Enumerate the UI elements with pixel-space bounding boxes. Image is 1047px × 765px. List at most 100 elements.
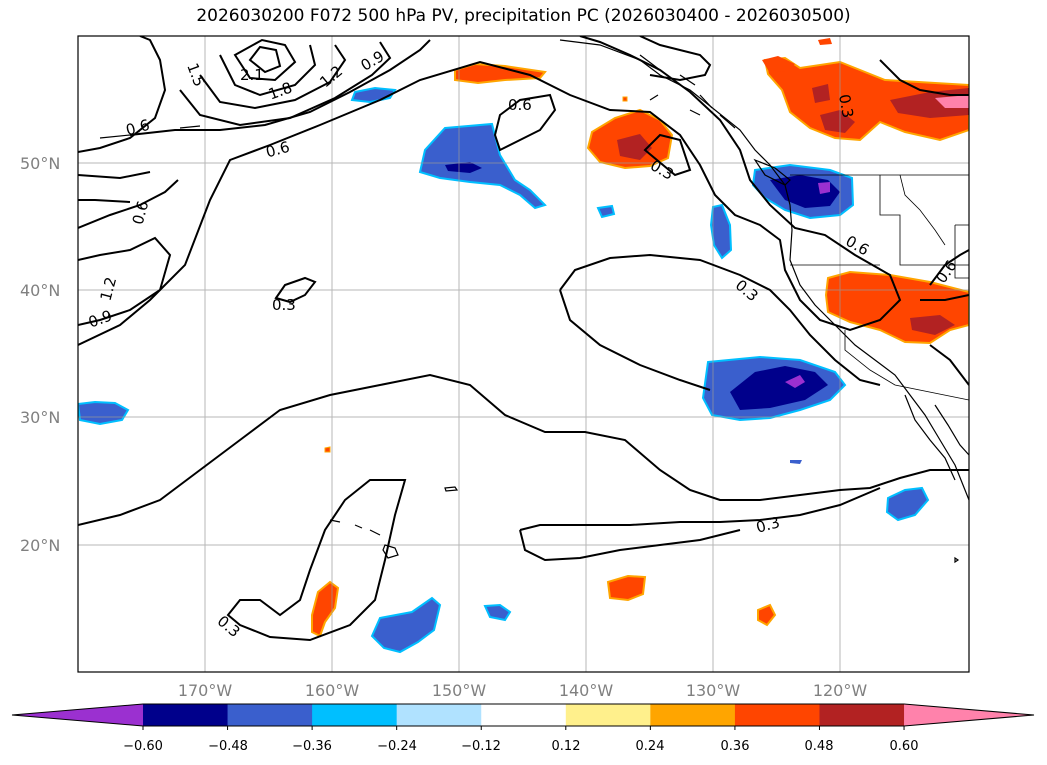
precip-blob (763, 56, 969, 142)
contour-line (78, 171, 151, 180)
pv-contours (78, 36, 969, 642)
island (444, 486, 459, 492)
contour-line (78, 373, 969, 526)
precip-blob (445, 162, 482, 173)
contour-line (129, 39, 431, 136)
lat-label: 20°N (20, 536, 60, 555)
lat-label: 30°N (20, 408, 60, 427)
precip-blob (418, 122, 547, 210)
colorbar-segment (396, 704, 482, 726)
contour-label: 0.6 (264, 138, 292, 162)
colorbar-tick-label: −0.36 (292, 739, 332, 754)
contour-line (643, 133, 692, 177)
colorbar-tick-label: −0.12 (461, 739, 501, 754)
colorbar-segment (143, 704, 229, 726)
contour-line (929, 344, 969, 386)
precip-blob (812, 84, 830, 103)
contour-label: 0.3 (272, 296, 296, 314)
contour-line (78, 36, 167, 153)
precip-blob (709, 203, 733, 260)
precip-blob (935, 95, 969, 108)
island (954, 556, 960, 564)
colorbar-segment (227, 704, 313, 726)
colorbar-segment (904, 704, 1034, 726)
colorbar-segment (565, 704, 651, 726)
contour-line (78, 36, 902, 346)
contour-line (199, 44, 347, 110)
precip-blob (596, 204, 616, 219)
colorbar-tick-label: 0.36 (721, 739, 750, 754)
colorbar-tick-label: 0.24 (636, 739, 665, 754)
lon-label: 160°W (305, 681, 360, 700)
contour-line (248, 45, 282, 74)
precip-blob (910, 315, 955, 335)
contour-line (559, 289, 711, 391)
precip-blob (617, 134, 652, 160)
gridlines (78, 36, 969, 672)
map-area: 2.1 1.8 1.5 1.2 0.9 0.6 0.6 0.6 0.6 0.6 … (78, 36, 969, 672)
precip-blob (820, 110, 855, 133)
contour-line (559, 253, 881, 386)
north-america-coast (559, 39, 969, 501)
coastlines (99, 39, 969, 564)
contour-line (929, 249, 969, 286)
contour-line (219, 44, 317, 97)
lon-label: 150°W (432, 681, 487, 700)
gulf-coast (934, 404, 969, 456)
contour-line (493, 93, 557, 152)
contour-line (274, 276, 317, 304)
precip-blob (78, 400, 130, 426)
contour-line (78, 179, 179, 229)
colorbar-tick-label: −0.48 (208, 739, 248, 754)
map-title: 2026030200 F072 500 hPa PV, precipitatio… (196, 6, 851, 26)
colorbar-tick-label: −0.24 (377, 739, 417, 754)
contour-line (519, 487, 881, 531)
colorbar (11, 703, 1035, 730)
contour-line (78, 236, 172, 326)
precip-blob (324, 446, 331, 453)
precip-blob (818, 182, 830, 194)
precip-blob (454, 62, 547, 85)
precip-positive-areas (311, 38, 969, 638)
colorbar-tick-label: 0.12 (552, 739, 581, 754)
contour-line (233, 38, 297, 82)
contour-line (78, 199, 131, 203)
precip-blob (606, 574, 647, 602)
precip-blob (622, 96, 628, 102)
precip-blob (762, 56, 795, 72)
vancouver-island (753, 158, 791, 186)
contour-line (920, 294, 969, 301)
precip-blob (885, 486, 930, 522)
colorbar-segment (481, 704, 567, 726)
contour-line (639, 36, 712, 82)
colorbar-segment (819, 704, 905, 726)
lon-label: 170°W (178, 681, 233, 700)
aleutian-coast (99, 125, 201, 139)
colorbar-tick-label: −0.60 (123, 739, 163, 754)
lon-label: 140°W (559, 681, 614, 700)
contour-label: 0.6 (129, 199, 153, 227)
contour-line (519, 529, 741, 562)
colorbar-segment (312, 704, 398, 726)
lon-label: 120°W (813, 681, 868, 700)
contour-label: 1.2 (97, 275, 121, 303)
lat-label: 50°N (20, 154, 60, 173)
political-borders (790, 174, 969, 401)
longitude-labels: 170°W 160°W 150°W 140°W 130°W 120°W (178, 681, 868, 700)
precip-blob (483, 603, 512, 622)
colorbar-segment (734, 704, 820, 726)
colorbar-tick-label: 0.60 (890, 739, 919, 754)
contour-line (226, 479, 407, 642)
precip-blob (757, 603, 777, 627)
lat-label: 40°N (20, 281, 60, 300)
hawaii-islands (329, 519, 399, 559)
precip-blob (730, 366, 828, 410)
precip-blob (785, 375, 805, 388)
colorbar-tick-label: 0.48 (805, 739, 834, 754)
colorbar-segment (650, 704, 736, 726)
colorbar-tick-labels: −0.60 −0.48 −0.36 −0.24 −0.12 0.12 0.24 … (123, 739, 918, 754)
contour-label: 0.3 (835, 93, 857, 120)
latitude-labels: 50°N 40°N 30°N 20°N (20, 154, 60, 555)
contour-label: 0.6 (124, 116, 152, 140)
